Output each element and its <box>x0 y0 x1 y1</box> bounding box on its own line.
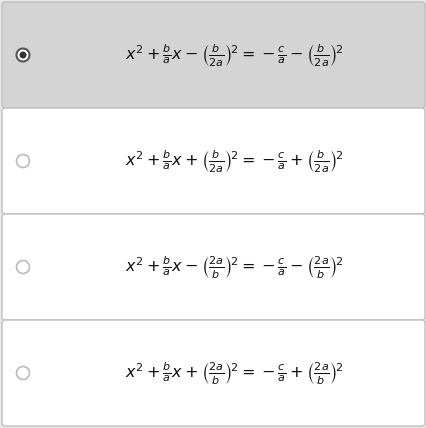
Text: $x^2+\frac{b}{a}x+\left(\frac{b}{2a}\right)^{\!2}=-\frac{c}{a}+\left(\frac{b}{2a: $x^2+\frac{b}{a}x+\left(\frac{b}{2a}\rig… <box>124 148 343 174</box>
FancyBboxPatch shape <box>2 214 424 320</box>
Circle shape <box>17 48 29 62</box>
Text: $x^2+\frac{b}{a}x-\left(\frac{b}{2a}\right)^{\!2}=-\frac{c}{a}-\left(\frac{b}{2a: $x^2+\frac{b}{a}x-\left(\frac{b}{2a}\rig… <box>124 42 343 68</box>
FancyBboxPatch shape <box>2 108 424 214</box>
Circle shape <box>17 155 29 167</box>
FancyBboxPatch shape <box>2 2 424 108</box>
Circle shape <box>20 51 26 59</box>
Circle shape <box>17 366 29 380</box>
Circle shape <box>17 261 29 273</box>
Text: $x^2+\frac{b}{a}x+\left(\frac{2a}{b}\right)^{\!2}=-\frac{c}{a}+\left(\frac{2a}{b: $x^2+\frac{b}{a}x+\left(\frac{2a}{b}\rig… <box>124 360 343 386</box>
Text: $x^2+\frac{b}{a}x-\left(\frac{2a}{b}\right)^{\!2}=-\frac{c}{a}-\left(\frac{2a}{b: $x^2+\frac{b}{a}x-\left(\frac{2a}{b}\rig… <box>124 254 343 280</box>
FancyBboxPatch shape <box>2 320 424 426</box>
